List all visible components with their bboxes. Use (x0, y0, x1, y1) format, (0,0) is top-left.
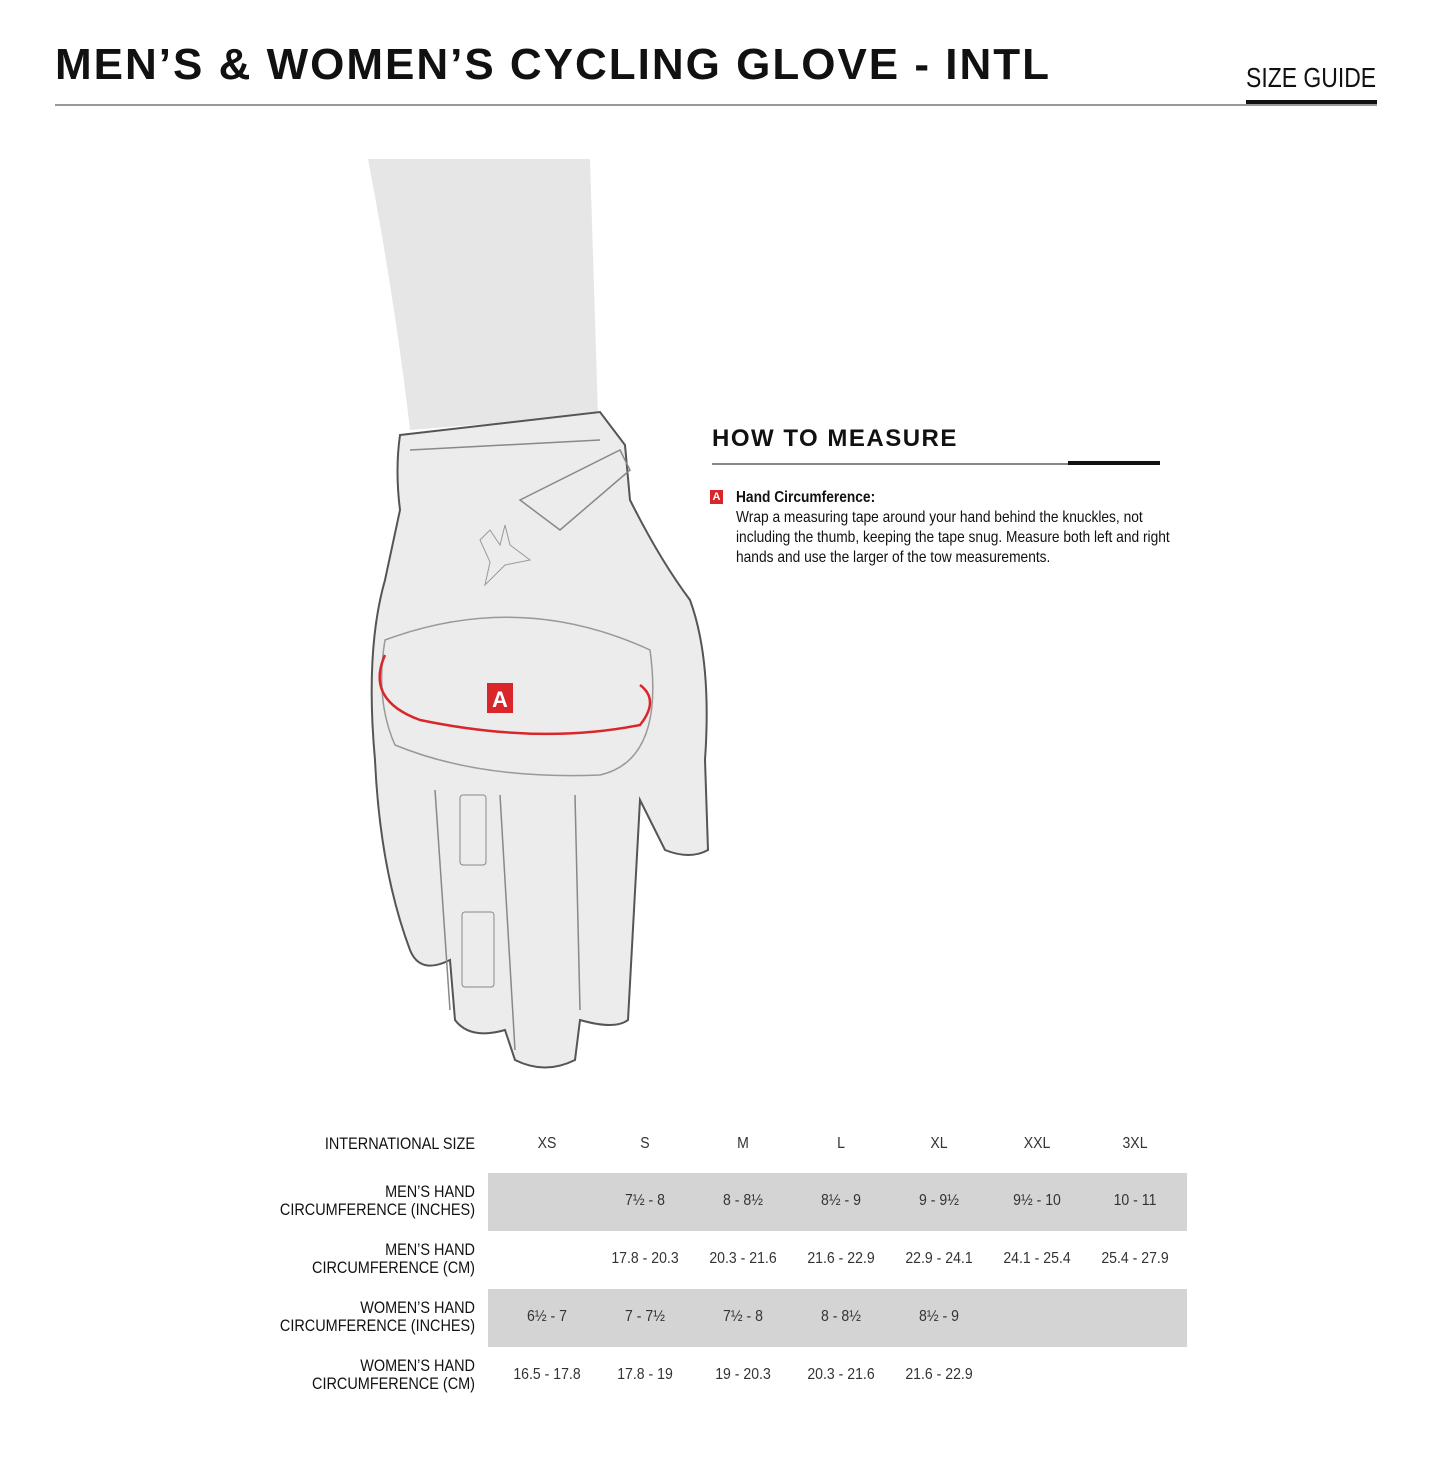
size-header-m: M (737, 1135, 749, 1152)
row-label: WOMEN’S HAND (360, 1356, 475, 1375)
page-title: MEN’S & WOMEN’S CYCLING GLOVE - INTL (55, 40, 1051, 89)
table-cell: 9 - 9½ (919, 1192, 959, 1209)
row-band (488, 1173, 1187, 1231)
table-cell: 17.8 - 19 (617, 1366, 673, 1383)
size-header-xl: XL (930, 1135, 948, 1152)
table-cell: 21.6 - 22.9 (905, 1366, 973, 1383)
table-cell: 21.6 - 22.9 (807, 1250, 875, 1267)
table-cell: 8½ - 9 (919, 1308, 959, 1325)
table-cell: 17.8 - 20.3 (611, 1250, 679, 1267)
size-header-3xl: 3XL (1122, 1135, 1148, 1152)
row-label: CIRCUMFERENCE (CM) (312, 1374, 475, 1393)
table-cell: 24.1 - 25.4 (1003, 1250, 1071, 1267)
size-guide-label: SIZE GUIDE (1246, 62, 1377, 93)
table-cell: 20.3 - 21.6 (807, 1366, 875, 1383)
size-header-xs: XS (537, 1135, 557, 1152)
table-cell: 20.3 - 21.6 (709, 1250, 777, 1267)
table-cell: 9½ - 10 (1013, 1192, 1061, 1209)
row-label: WOMEN’S HAND (360, 1298, 475, 1317)
table-cell: 8½ - 9 (821, 1192, 861, 1209)
table-cell: 7½ - 8 (625, 1192, 665, 1209)
table-cell: 8 - 8½ (821, 1308, 861, 1325)
marker-a-label: A (492, 687, 508, 712)
size-guide-underline (1246, 100, 1377, 105)
size-header-xxl: XXL (1023, 1135, 1051, 1152)
row-label: CIRCUMFERENCE (INCHES) (279, 1316, 475, 1335)
row-label: MEN’S HAND (385, 1240, 475, 1259)
size-header-l: L (837, 1135, 845, 1152)
marker-a-badge: A (710, 490, 723, 504)
table-cell: 8 - 8½ (723, 1192, 763, 1209)
table-cell: 7½ - 8 (723, 1308, 763, 1325)
table-cell: 25.4 - 27.9 (1101, 1250, 1169, 1267)
measure-text: Wrap a measuring tape around your hand b… (736, 509, 1170, 566)
table-cell: 10 - 11 (1113, 1192, 1157, 1209)
how-to-measure-divider (712, 463, 1160, 465)
row-label: CIRCUMFERENCE (INCHES) (279, 1200, 475, 1219)
how-to-measure-accent-bar (1068, 461, 1160, 465)
row-label: CIRCUMFERENCE (CM) (312, 1258, 475, 1277)
table-cell: 7 - 7½ (625, 1308, 665, 1325)
header-label: INTERNATIONAL SIZE (324, 1134, 475, 1153)
row-band (488, 1289, 1187, 1347)
measure-instruction: Hand Circumference: Wrap a measuring tap… (736, 488, 1183, 568)
table-cell: 16.5 - 17.8 (513, 1366, 581, 1383)
row-label: MEN’S HAND (385, 1182, 475, 1201)
how-to-measure-title: HOW TO MEASURE (712, 425, 958, 452)
glove-illustration: A (368, 159, 710, 1069)
table-cell: 22.9 - 24.1 (905, 1250, 973, 1267)
table-cell: 19 - 20.3 (715, 1366, 771, 1383)
table-cell: 6½ - 7 (527, 1308, 567, 1325)
header-divider (55, 104, 1377, 106)
size-header-s: S (640, 1135, 650, 1152)
measure-heading: Hand Circumference: (736, 489, 876, 506)
